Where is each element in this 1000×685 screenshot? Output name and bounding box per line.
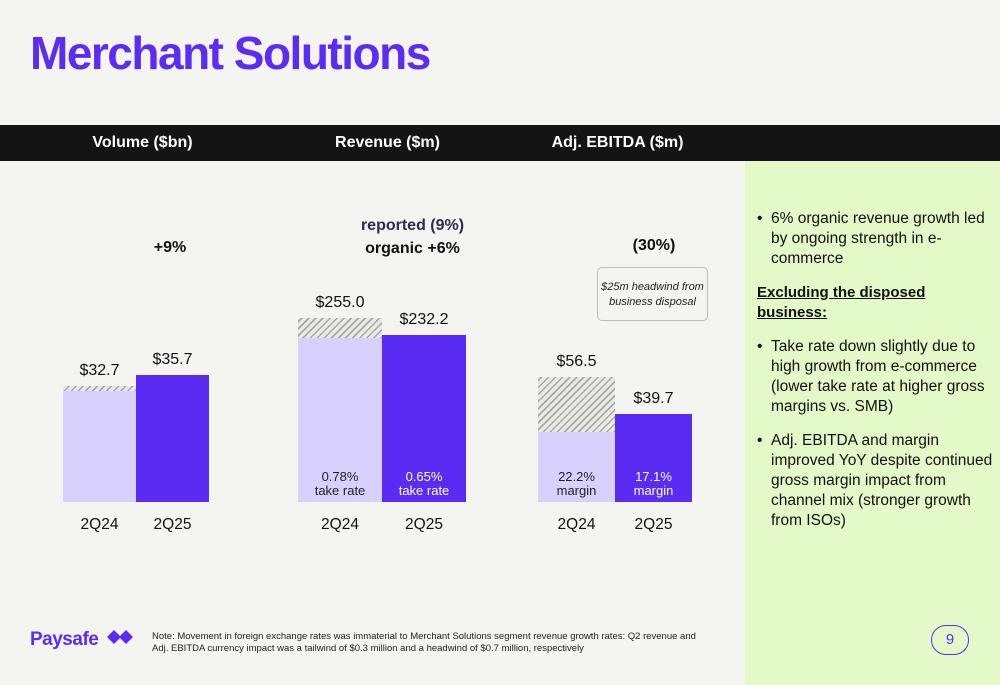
commentary-bullet-3: Adj. EBITDA and margin improved YoY desp… — [757, 431, 993, 531]
commentary-bullet-2: Take rate down slightly due to high grow… — [757, 337, 993, 417]
paysafe-logo: Paysafe — [30, 629, 134, 651]
header-revenue: Revenue ($m) — [335, 134, 440, 151]
revenue-x-label: 2Q25 — [405, 516, 443, 533]
commentary-bullet-1: 6% organic revenue growth led by ongoing… — [757, 209, 993, 269]
logo-text: Paysafe — [30, 629, 99, 651]
ebitda-x-label: 2Q25 — [634, 516, 673, 533]
ebitda-value-label: $39.7 — [633, 390, 674, 408]
callout-line-1: $25m headwind from — [601, 281, 704, 293]
revenue-inner-value: 0.78% — [321, 469, 359, 484]
ebitda-inner-value: 17.1% — [635, 469, 672, 484]
revenue-inner-label: 0.78% take rate — [298, 470, 382, 498]
charts-area: +9% reported (9%) organic +6% (30%) $25m… — [0, 161, 745, 581]
volume-x-label: 2Q24 — [80, 516, 119, 533]
ebitda-growth-label: (30%) — [632, 237, 676, 254]
ebitda-inner-label: 17.1% margin — [615, 470, 692, 498]
revenue-bar-2Q25 — [382, 334, 466, 502]
revenue-bar-2Q24 — [298, 337, 382, 502]
page-title: Merchant Solutions — [30, 27, 431, 79]
volume-bar-2Q24 — [63, 390, 136, 502]
revenue-inner-caption: take rate — [398, 483, 450, 498]
ebitda-callout: $25m headwind from business disposal — [597, 267, 708, 321]
page-number: 9 — [931, 625, 969, 655]
revenue-inner-caption: take rate — [314, 483, 366, 498]
ebitda-inner-caption: margin — [633, 483, 674, 498]
ebitda-inner-value: 22.2% — [558, 469, 595, 484]
ebitda-inner-label: 22.2% margin — [538, 470, 615, 498]
commentary-panel: 6% organic revenue growth led by ongoing… — [745, 161, 1000, 685]
revenue-x-label: 2Q24 — [321, 516, 359, 533]
revenue-bar-disposed-2Q24 — [298, 318, 382, 338]
ebitda-x-label: 2Q24 — [557, 516, 596, 533]
revenue-value-label: $232.2 — [399, 310, 449, 328]
volume-x-label: 2Q25 — [153, 516, 192, 533]
header-ebitda: Adj. EBITDA ($m) — [551, 134, 684, 151]
revenue-inner-label: 0.65% take rate — [382, 470, 466, 498]
revenue-value-label: $255.0 — [315, 294, 365, 312]
logo-diamond-icon — [107, 629, 134, 651]
revenue-growth-reported: reported (9%) — [360, 217, 465, 234]
volume-value-label: $32.7 — [79, 361, 120, 379]
callout-line-2: business disposal — [609, 296, 696, 308]
revenue-growth-organic: organic +6% — [365, 240, 460, 257]
commentary-subheading: Excluding the disposed business: — [757, 284, 926, 321]
volume-bar-2Q25 — [136, 375, 209, 502]
footnote: Note: Movement in foreign exchange rates… — [152, 631, 696, 654]
header-bar: Volume ($bn) Revenue ($m) Adj. EBITDA ($… — [0, 125, 1000, 161]
header-volume: Volume ($bn) — [92, 134, 193, 151]
ebitda-bar-2Q25 — [615, 414, 692, 502]
ebitda-inner-caption: margin — [556, 483, 597, 498]
ebitda-bar-disposed-2Q24 — [538, 377, 615, 433]
revenue-inner-value: 0.65% — [405, 469, 443, 484]
volume-growth-label: +9% — [153, 239, 187, 256]
ebitda-value-label: $56.5 — [556, 353, 597, 371]
volume-bar-disposed-2Q24 — [63, 385, 136, 391]
volume-value-label: $35.7 — [152, 351, 193, 369]
ebitda-bar-2Q24 — [538, 432, 615, 502]
